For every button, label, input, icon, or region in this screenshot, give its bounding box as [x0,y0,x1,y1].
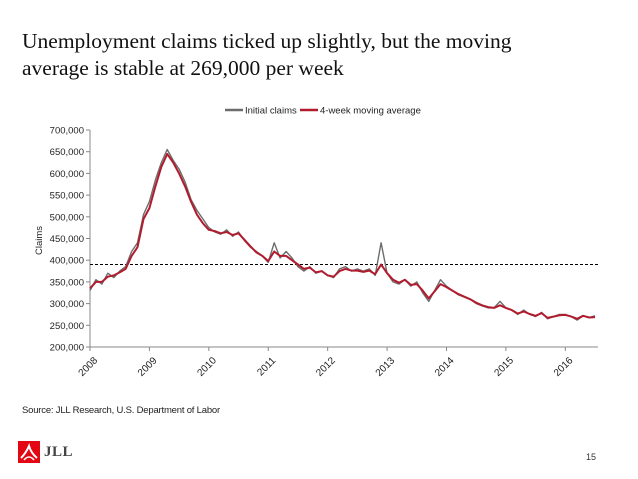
legend-item-initial-claims-label: Initial claims [245,106,297,117]
y-tick-label: 400,000 [50,256,84,267]
series-line-initial-claims [89,148,596,321]
y-tick-label: 650,000 [50,147,84,158]
slide-title: Unemployment claims ticked up slightly, … [22,28,622,82]
y-tick-label: 350,000 [50,277,84,288]
x-tick-label: 2008 [77,355,101,379]
y-tick-label: 450,000 [50,234,84,245]
x-tick-label: 2015 [493,355,517,379]
y-tick-label: 200,000 [50,343,84,354]
y-tick-label: 700,000 [50,126,84,137]
jll-logo: JLL [18,441,73,463]
x-tick-label: 2013 [374,355,398,379]
x-tick-label: 2010 [195,355,219,379]
page-number: 15 [586,452,597,462]
y-axis: 200,000 250,000 300,000 350,000 400,000 450,0… [34,126,91,354]
x-tick-label: 2012 [314,355,338,379]
y-tick-label: 550,000 [50,191,84,202]
jll-logo-text: JLL [44,443,74,460]
x-tick-label: 2014 [433,355,457,379]
chart-legend: Initial claims 4-week moving average [225,106,421,117]
slide-title-line-1: Unemployment claims ticked up slightly, … [22,29,512,53]
x-tick-label: 2009 [136,355,160,379]
series-line-4-week-moving-average [89,152,596,320]
y-tick-label: 250,000 [50,321,84,332]
y-tick-label: 300,000 [50,299,84,310]
claims-chart: Initial claims 4-week moving average 200,… [34,106,598,379]
series-layer [89,148,596,321]
x-axis: 2008 2009 2010 2011 2012 2013 2014 2015 2016 [77,346,598,379]
y-axis-title: Claims [34,226,45,255]
y-tick-label: 500,000 [50,212,84,223]
jll-logo-mark-icon [18,441,40,463]
slide-title-line-2: average is stable at 269,000 per week [22,56,344,80]
source-note: Source: JLL Research, U.S. Department of… [22,405,220,416]
x-tick-label: 2011 [255,355,278,378]
legend-item-4-week-moving-average-label: 4-week moving average [320,106,421,117]
y-tick-label: 600,000 [50,169,84,180]
x-tick-label: 2016 [552,355,576,379]
